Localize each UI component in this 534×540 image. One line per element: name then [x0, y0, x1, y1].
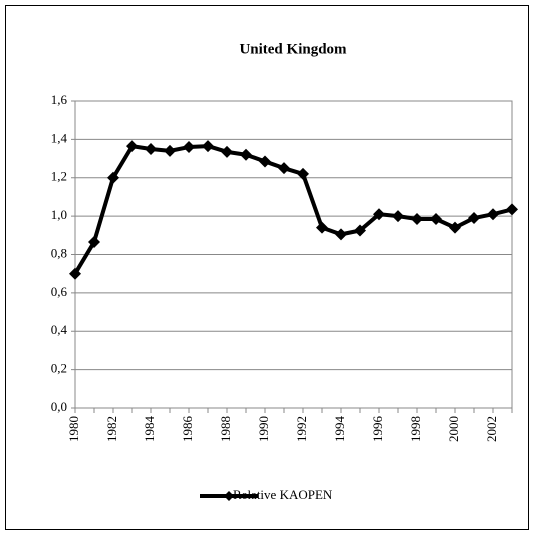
y-tick-label: 1,2: [51, 169, 67, 184]
x-tick-label: 2000: [446, 416, 461, 442]
y-tick-label: 1,0: [51, 207, 67, 222]
data-point: [392, 210, 404, 223]
legend-marker: [224, 491, 234, 501]
data-point: [373, 208, 385, 221]
chart-frame: [5, 5, 529, 530]
data-point: [69, 267, 81, 280]
x-tick-label: 1998: [408, 416, 423, 442]
chart-title: United Kingdom: [239, 41, 347, 57]
x-tick-label: 1980: [66, 416, 81, 442]
y-tick-label: 1,4: [51, 130, 68, 145]
data-point: [107, 171, 119, 184]
y-tick-label: 1,6: [51, 92, 68, 107]
x-tick-label: 1986: [180, 416, 195, 443]
y-tick-label: 0,0: [51, 399, 67, 414]
y-tick-label: 0,8: [51, 245, 67, 260]
data-point: [411, 213, 423, 226]
x-tick-label: 1984: [142, 416, 157, 443]
x-tick-label: 1994: [332, 416, 347, 443]
x-tick-label: 1992: [294, 416, 309, 442]
x-tick-label: 1982: [104, 416, 119, 442]
legend-label: Relative KAOPEN: [233, 487, 333, 502]
data-point: [297, 167, 309, 180]
y-tick-label: 0,4: [51, 322, 68, 337]
x-tick-label: 1988: [218, 416, 233, 442]
data-point: [88, 236, 100, 249]
data-point: [221, 145, 233, 158]
data-point: [259, 155, 271, 168]
data-point: [506, 203, 518, 216]
data-point: [335, 228, 347, 241]
x-tick-label: 2002: [484, 416, 499, 442]
y-tick-label: 0,2: [51, 361, 67, 376]
data-point: [354, 224, 366, 237]
data-point: [183, 141, 195, 154]
data-point: [240, 148, 252, 161]
data-point: [487, 208, 499, 221]
x-tick-label: 1996: [370, 416, 385, 443]
data-point: [449, 221, 461, 234]
data-point: [278, 162, 290, 175]
data-point: [468, 212, 480, 225]
data-point: [145, 142, 157, 155]
data-point: [164, 144, 176, 157]
data-point: [126, 140, 138, 153]
y-tick-label: 0,6: [51, 284, 68, 299]
data-point: [430, 213, 442, 226]
data-point: [202, 140, 214, 153]
x-tick-label: 1990: [256, 416, 271, 442]
data-point: [316, 221, 328, 234]
